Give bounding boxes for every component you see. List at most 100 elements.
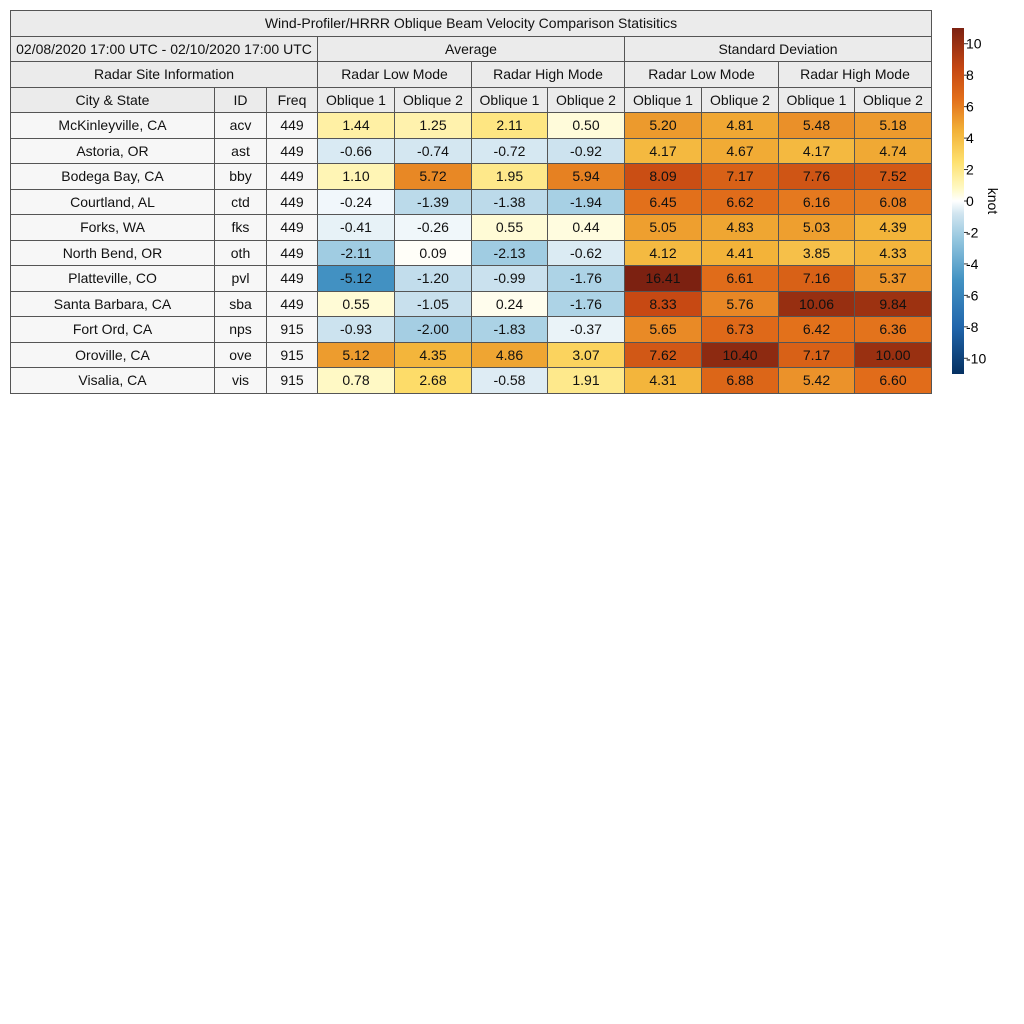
site-freq: 915 <box>266 316 318 343</box>
heatmap-cell: -0.26 <box>394 214 472 241</box>
site-id: fks <box>214 214 267 241</box>
site-city: Forks, WA <box>10 214 215 241</box>
table-row: Bodega Bay, CA bby 449 1.10 5.72 1.95 5.94 8.09… <box>10 163 932 190</box>
table-row: Oroville, CA ove 915 5.12 4.35 4.86 3.07 7.62 10… <box>10 341 932 368</box>
table-row: Platteville, CO pvl 449 -5.12 -1.20 -0.99 -1.7… <box>10 265 932 292</box>
std-high-oblique2-header: Oblique 2 <box>854 86 932 113</box>
heatmap-cell: 4.17 <box>624 137 702 164</box>
heatmap-cell: -1.20 <box>394 265 472 292</box>
heatmap-cell: 5.94 <box>547 163 625 190</box>
heatmap-cell: 6.45 <box>624 188 702 215</box>
heatmap-cell: 7.76 <box>778 163 855 190</box>
site-id: pvl <box>214 265 267 292</box>
heatmap-cell: 16.41 <box>624 265 702 292</box>
heatmap-cell: 7.17 <box>778 341 855 368</box>
heatmap-cell: 9.84 <box>854 290 932 317</box>
heatmap-cell: 4.81 <box>701 112 779 139</box>
colorbar-tick-label: 10 <box>966 36 982 52</box>
heatmap-cell: -1.05 <box>394 290 472 317</box>
table-row: McKinleyville, CA acv 449 1.44 1.25 2.11 0.50 5… <box>10 112 932 139</box>
site-freq: 915 <box>266 367 318 394</box>
heatmap-cell: 6.62 <box>701 188 779 215</box>
heatmap-cell: 6.73 <box>701 316 779 343</box>
table-row: Visalia, CA vis 915 0.78 2.68 -0.58 1.91 4.31 6.… <box>10 367 932 394</box>
avg-low-oblique1-header: Oblique 1 <box>317 86 395 113</box>
city-state-header: City & State <box>10 86 215 113</box>
heatmap-cell: 7.62 <box>624 341 702 368</box>
site-city: Oroville, CA <box>10 341 215 368</box>
heatmap-cell: 5.76 <box>701 290 779 317</box>
heatmap-cell: 4.83 <box>701 214 779 241</box>
colorbar: 10 8 6 4 2 0 -2 -4 -6 -8 -10 knot <box>952 28 1001 374</box>
heatmap-cell: 4.33 <box>854 239 932 266</box>
heatmap-cell: -0.93 <box>317 316 395 343</box>
heatmap-cell: 6.61 <box>701 265 779 292</box>
heatmap-cell: -2.13 <box>471 239 548 266</box>
avg-high-oblique1-header: Oblique 1 <box>471 86 548 113</box>
heatmap-cell: 4.17 <box>778 137 855 164</box>
heatmap-cell: 4.74 <box>854 137 932 164</box>
heatmap-cell: 10.40 <box>701 341 779 368</box>
heatmap-cell: 0.50 <box>547 112 625 139</box>
colorbar-tick-label: -10 <box>966 350 986 366</box>
heatmap-cell: 1.25 <box>394 112 472 139</box>
site-freq: 449 <box>266 137 318 164</box>
heatmap-cell: 8.09 <box>624 163 702 190</box>
heatmap-cell: 0.55 <box>471 214 548 241</box>
heatmap-cell: 5.18 <box>854 112 932 139</box>
colorbar-tick-label: 4 <box>966 130 974 146</box>
heatmap-cell: 5.65 <box>624 316 702 343</box>
heatmap-cell: -0.58 <box>471 367 548 394</box>
heatmap-cell: 3.85 <box>778 239 855 266</box>
heatmap-cell: -0.66 <box>317 137 395 164</box>
heatmap-cell: 4.12 <box>624 239 702 266</box>
heatmap-cell: 10.06 <box>778 290 855 317</box>
std-high-oblique1-header: Oblique 1 <box>778 86 855 113</box>
heatmap-cell: 1.44 <box>317 112 395 139</box>
table-row: Courtland, AL ctd 449 -0.24 -1.39 -1.38 -1.94 6… <box>10 188 932 215</box>
site-freq: 449 <box>266 214 318 241</box>
table-row: Forks, WA fks 449 -0.41 -0.26 0.55 0.44 5.05 4.8… <box>10 214 932 241</box>
heatmap-cell: 5.72 <box>394 163 472 190</box>
avg-high-oblique2-header: Oblique 2 <box>547 86 625 113</box>
comparison-statistics-table: Wind-Profiler/HRRR Oblique Beam Velocity… <box>10 10 932 394</box>
std-low-mode-header: Radar Low Mode <box>624 61 779 88</box>
heatmap-cell: 5.20 <box>624 112 702 139</box>
colorbar-label: knot <box>985 188 1001 215</box>
heatmap-cell: 5.03 <box>778 214 855 241</box>
heatmap-cell: 6.88 <box>701 367 779 394</box>
heatmap-cell: 5.12 <box>317 341 395 368</box>
site-city: North Bend, OR <box>10 239 215 266</box>
heatmap-cell: -2.11 <box>317 239 395 266</box>
heatmap-cell: -1.76 <box>547 290 625 317</box>
heatmap-cell: -0.24 <box>317 188 395 215</box>
heatmap-cell: 0.09 <box>394 239 472 266</box>
site-id: ast <box>214 137 267 164</box>
heatmap-cell: -2.00 <box>394 316 472 343</box>
heatmap-cell: -1.39 <box>394 188 472 215</box>
heatmap-cell: -0.72 <box>471 137 548 164</box>
heatmap-cell: 5.42 <box>778 367 855 394</box>
heatmap-cell: 3.07 <box>547 341 625 368</box>
site-city: Bodega Bay, CA <box>10 163 215 190</box>
heatmap-cell: 7.17 <box>701 163 779 190</box>
colorbar-tick-label: -8 <box>966 319 979 335</box>
heatmap-cell: 4.35 <box>394 341 472 368</box>
heatmap-cell: -0.92 <box>547 137 625 164</box>
heatmap-cell: 6.60 <box>854 367 932 394</box>
site-freq: 449 <box>266 239 318 266</box>
site-city: Platteville, CO <box>10 265 215 292</box>
avg-high-mode-header: Radar High Mode <box>471 61 625 88</box>
heatmap-cell: 5.48 <box>778 112 855 139</box>
colorbar-tick-label: 0 <box>966 193 974 209</box>
site-id: sba <box>214 290 267 317</box>
avg-low-oblique2-header: Oblique 2 <box>394 86 472 113</box>
colorbar-tick-label: -2 <box>966 224 979 240</box>
site-city: Astoria, OR <box>10 137 215 164</box>
site-id: bby <box>214 163 267 190</box>
heatmap-cell: 8.33 <box>624 290 702 317</box>
heatmap-cell: 4.41 <box>701 239 779 266</box>
std-low-oblique2-header: Oblique 2 <box>701 86 779 113</box>
avg-low-mode-header: Radar Low Mode <box>317 61 472 88</box>
heatmap-cell: 7.52 <box>854 163 932 190</box>
